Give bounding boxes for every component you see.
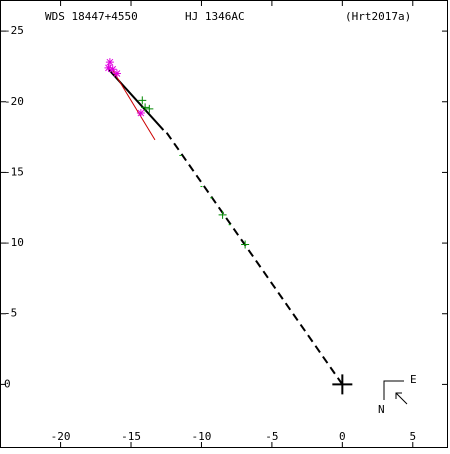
y-tick-label: -5 (4, 307, 17, 320)
x-tick-label: -10 (192, 430, 212, 443)
x-tick-label: 5 (409, 430, 416, 443)
measure-plus (145, 104, 154, 113)
x-tick-label: 0 (339, 430, 346, 443)
reference: (Hrt2017a) (345, 10, 411, 23)
wds-id: WDS 18447+4550 (45, 10, 138, 23)
y-tick-label: -25 (4, 24, 24, 37)
orbit-line (164, 129, 344, 385)
measure-cross (332, 374, 353, 395)
measure-plus (141, 103, 150, 112)
x-tick-label: -15 (121, 430, 141, 443)
measure-plus (241, 240, 250, 249)
measure-asterisk (105, 58, 114, 67)
compass-east: E (410, 373, 417, 386)
star-name: HJ 1346AC (185, 10, 245, 23)
orbit-line (110, 67, 156, 141)
y-tick-label: -15 (4, 165, 24, 178)
x-tick-label: -20 (51, 430, 71, 443)
compass-arrowhead (395, 392, 402, 399)
x-tick-label: -5 (265, 430, 278, 443)
compass-north: N (378, 403, 385, 416)
orbit-line (107, 68, 165, 131)
measure-asterisk (104, 63, 113, 72)
measure-plus (218, 210, 227, 219)
measure-asterisk (108, 65, 117, 74)
y-tick-label: 0 (4, 377, 11, 390)
y-tick-label: -20 (4, 95, 24, 108)
measure-asterisk (112, 69, 121, 78)
measure-plus (138, 96, 147, 105)
compass-arrow (395, 392, 408, 405)
measure-asterisk (136, 109, 145, 118)
compass (383, 380, 404, 400)
y-tick-label: -10 (4, 236, 24, 249)
